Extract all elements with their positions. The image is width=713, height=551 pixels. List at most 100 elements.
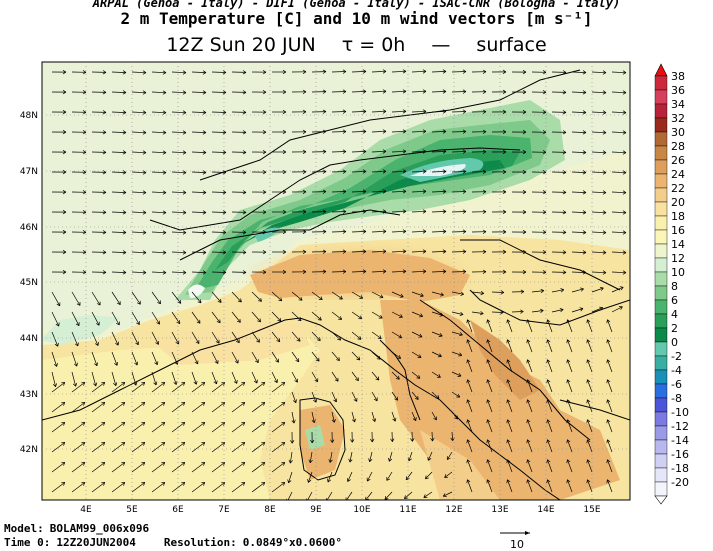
wind-arrow: [591, 191, 607, 194]
wind-arrow: [451, 151, 467, 153]
wind-arrow-head: [202, 130, 207, 135]
wind-arrow-head: [586, 359, 591, 364]
wind-arrow-head: [262, 70, 267, 75]
wind-arrow: [591, 231, 607, 234]
wind-arrow: [567, 379, 573, 393]
wind-arrow-head: [442, 69, 447, 74]
wind-arrow-head: [362, 209, 367, 214]
wind-arrow: [351, 251, 367, 253]
wind-arrow-head: [331, 418, 336, 423]
wind-arrow-head: [213, 380, 218, 385]
wind-arrow: [151, 371, 157, 386]
wind-arrow-head: [356, 356, 361, 361]
wind-arrow-head: [93, 382, 98, 387]
wind-arrow-head: [566, 419, 571, 424]
wind-arrow-head: [440, 292, 444, 297]
wind-arrow-head: [522, 69, 527, 75]
wind-arrow-head: [202, 230, 207, 235]
wind-arrow-head: [257, 318, 261, 323]
wind-arrow-head: [480, 291, 485, 296]
wind-arrow: [151, 231, 167, 234]
wind-arrow-head: [442, 493, 447, 497]
wind-arrow: [451, 331, 463, 336]
wind-arrow-head: [327, 478, 332, 483]
wind-arrow-head: [287, 479, 292, 484]
wind-arrow-head: [502, 109, 507, 115]
colorbar-swatch: [654, 355, 668, 371]
wind-arrow: [231, 482, 246, 493]
wind-arrow-head: [586, 379, 591, 384]
wind-arrow-head: [599, 286, 604, 291]
wind-arrow: [547, 399, 553, 413]
wind-arrow: [111, 422, 126, 433]
wind-arrow-head: [377, 335, 382, 339]
wind-arrow-head: [142, 150, 147, 155]
wind-arrow-head: [502, 169, 507, 175]
wind-arrow: [191, 151, 207, 153]
wind-arrow-head: [402, 109, 407, 114]
wind-arrow-head: [486, 439, 491, 444]
colorbar-label: 36: [671, 84, 685, 97]
wind-arrow: [111, 371, 117, 386]
wind-arrow-head: [566, 359, 571, 364]
wind-arrow: [411, 110, 427, 113]
wind-arrow-head: [96, 301, 101, 306]
wind-arrow-head: [394, 396, 399, 401]
colorbar-label: 0: [671, 336, 678, 349]
wind-arrow-head: [282, 69, 287, 75]
wind-arrow: [371, 110, 387, 113]
wind-arrow: [391, 371, 400, 380]
time-info: Time 0: 12Z20JUN2004 Resolution: 0.0849°x0.…: [4, 536, 342, 549]
wind-arrow-head: [372, 418, 377, 422]
wind-arrow: [131, 382, 146, 393]
wind-arrow-head: [379, 294, 384, 299]
wind-arrow-head: [141, 442, 146, 446]
wind-arrow-head: [459, 311, 464, 317]
wind-arrow-head: [546, 379, 551, 384]
resolution-value: 0.0849°x0.0600°: [242, 536, 343, 549]
wind-arrow-head: [302, 229, 307, 234]
wind-arrow: [291, 411, 295, 424]
wind-arrow-head: [382, 229, 387, 234]
wind-arrow: [511, 311, 524, 313]
wind-arrow: [571, 271, 587, 273]
wind-arrow-head: [422, 229, 427, 234]
wind-arrow: [51, 462, 66, 473]
colorbar-label: 14: [671, 238, 685, 251]
wind-arrow-head: [338, 316, 343, 320]
wind-arrow: [607, 339, 613, 353]
wind-arrow-head: [122, 170, 127, 175]
wind-arrow-head: [336, 357, 340, 362]
wind-arrow: [527, 459, 533, 473]
wind-arrow-head: [562, 190, 567, 195]
wind-arrow: [571, 151, 587, 153]
wind-arrow: [351, 271, 367, 273]
wind-arrow-head: [486, 319, 491, 324]
wind-arrow-head: [458, 352, 463, 357]
wind-arrow: [211, 131, 227, 133]
wind-arrow: [151, 402, 166, 413]
wind-arrow-head: [486, 399, 491, 404]
wind-arrow: [211, 311, 221, 324]
wind-arrow: [191, 462, 206, 473]
wind-arrow-head: [486, 379, 491, 384]
wind-arrow: [607, 479, 613, 493]
wind-arrow: [391, 411, 396, 422]
wind-arrow-head: [142, 70, 147, 75]
wind-arrow: [451, 431, 454, 441]
wind-arrow-head: [297, 317, 302, 322]
wind-arrow-head: [506, 479, 511, 484]
wind-arrow: [131, 402, 146, 413]
wind-arrow: [587, 379, 593, 393]
colorbar-label: -8: [671, 392, 682, 405]
wind-arrow-head: [81, 462, 86, 466]
wind-arrow: [91, 351, 98, 366]
wind-arrow-head: [526, 319, 531, 324]
wind-arrow: [487, 319, 493, 333]
wind-arrow-head: [317, 316, 322, 321]
wind-arrow-head: [526, 479, 531, 484]
wind-arrow-head: [362, 189, 367, 194]
wind-arrow: [331, 131, 347, 133]
wind-arrow-head: [282, 229, 287, 235]
